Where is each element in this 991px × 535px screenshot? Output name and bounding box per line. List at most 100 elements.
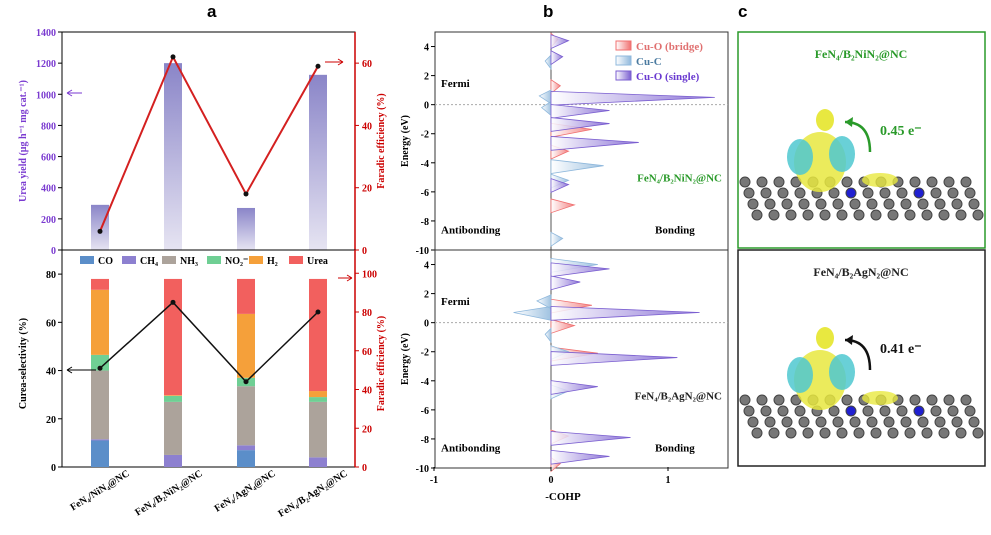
bonding-label: Bonding bbox=[655, 443, 695, 455]
arrow-right-fe bbox=[325, 58, 344, 66]
cohp-peak-cuosingle bbox=[550, 90, 715, 106]
y-tick-label: 400 bbox=[41, 184, 56, 195]
stacked-segment-co bbox=[237, 450, 255, 467]
atom bbox=[751, 427, 763, 439]
y-tick-label: 800 bbox=[41, 121, 56, 132]
y2-tick-label: 0 bbox=[362, 463, 367, 474]
atom bbox=[743, 405, 755, 417]
atom bbox=[964, 405, 976, 417]
legend-label: Cu-C bbox=[636, 56, 662, 68]
y2-tick-label: 60 bbox=[362, 347, 372, 358]
atom bbox=[781, 416, 793, 428]
fe-point bbox=[243, 379, 249, 385]
legend-swatch bbox=[615, 40, 632, 51]
cohp-peak-cuc bbox=[544, 327, 552, 344]
stacked-segment-urea bbox=[91, 278, 109, 290]
atom bbox=[909, 394, 921, 406]
legend-label: H₂ bbox=[267, 256, 278, 267]
atom bbox=[828, 405, 840, 417]
x-tick-label: FeN₄/B₂NiN₂@NC bbox=[133, 468, 204, 518]
antibonding-label: Antibonding bbox=[441, 443, 501, 455]
atom bbox=[896, 187, 908, 199]
x-tick-label: FeN₄/AgN₄@NC bbox=[213, 468, 278, 514]
stacked-segment-ch4 bbox=[237, 445, 255, 451]
atom bbox=[845, 405, 857, 417]
legend-label: Cu-O (bridge) bbox=[636, 41, 703, 53]
atom bbox=[921, 209, 933, 221]
y-tick-label: 0 bbox=[51, 463, 56, 474]
atom bbox=[917, 198, 929, 210]
legend-swatch bbox=[615, 70, 632, 81]
y-tick-label: -6 bbox=[421, 188, 429, 199]
system-label: FeN₄/B₂AgN₂@NC bbox=[635, 391, 722, 403]
fe-point bbox=[170, 299, 176, 305]
cohp-peak-cuobridge bbox=[550, 319, 576, 334]
atom bbox=[943, 176, 955, 188]
y-tick-label: 1400 bbox=[36, 28, 56, 39]
cohp-peak-cuosingle bbox=[550, 431, 631, 446]
atom bbox=[934, 198, 946, 210]
atom bbox=[904, 427, 916, 439]
y-tick-label: 20 bbox=[46, 415, 56, 426]
x-tick-label: 1 bbox=[666, 475, 671, 486]
legend-label: NO₂⁻ bbox=[225, 256, 248, 267]
atom bbox=[921, 427, 933, 439]
atom bbox=[866, 416, 878, 428]
atom bbox=[972, 209, 984, 221]
stacked-segment-h2 bbox=[91, 289, 109, 355]
bar-urea-yield bbox=[237, 207, 255, 250]
legend-label: CH₄ bbox=[140, 256, 158, 267]
panel-label-c: c bbox=[738, 2, 748, 21]
atom bbox=[960, 394, 972, 406]
atom bbox=[849, 198, 861, 210]
structure-title: FeN₄/B₂NiN₂@NC bbox=[815, 47, 908, 61]
atom bbox=[798, 416, 810, 428]
atom bbox=[819, 427, 831, 439]
y-tick-label: 1200 bbox=[36, 59, 56, 70]
fe-point bbox=[315, 309, 321, 315]
atom bbox=[904, 209, 916, 221]
legend-swatch bbox=[162, 256, 176, 264]
cohp-peak-cuc bbox=[536, 294, 552, 310]
atom bbox=[777, 187, 789, 199]
atom bbox=[773, 394, 785, 406]
atom bbox=[900, 416, 912, 428]
stacked-segment-nh3 bbox=[91, 370, 109, 440]
atom bbox=[828, 187, 840, 199]
atom bbox=[947, 187, 959, 199]
stacked-segment-h2 bbox=[309, 391, 327, 398]
atom bbox=[951, 416, 963, 428]
transfer-arrowhead bbox=[845, 117, 853, 127]
atom bbox=[819, 209, 831, 221]
cohp-peak-cuosingle bbox=[550, 449, 610, 465]
cohp-peak-cuosingle bbox=[550, 104, 610, 119]
y-tick-label: 80 bbox=[46, 270, 56, 281]
stacked-segment-urea bbox=[309, 278, 327, 392]
atom bbox=[853, 209, 865, 221]
x-tick-label: FeN₄/NiN₄@NC bbox=[69, 468, 132, 513]
atom bbox=[802, 209, 814, 221]
atom bbox=[883, 416, 895, 428]
atom bbox=[798, 198, 810, 210]
fermi-label: Fermi bbox=[441, 296, 470, 308]
atom bbox=[743, 187, 755, 199]
cohp-frame bbox=[434, 249, 729, 469]
charge-transfer-value: 0.45 e⁻ bbox=[880, 124, 922, 139]
legend-swatch bbox=[207, 256, 221, 264]
atom bbox=[832, 416, 844, 428]
stacked-segment-urea bbox=[237, 278, 255, 314]
atom bbox=[841, 394, 853, 406]
x-tick-label: 0 bbox=[549, 475, 554, 486]
fe-line bbox=[99, 301, 319, 383]
y2-tick-label: 40 bbox=[362, 121, 372, 132]
y-tick-label: -2 bbox=[421, 348, 429, 359]
cohp-peak-cuosingle bbox=[550, 306, 700, 321]
cohp-peak-cuc bbox=[538, 89, 552, 105]
atom bbox=[870, 427, 882, 439]
charge-density-yellow bbox=[816, 109, 834, 131]
bonding-label: Bonding bbox=[655, 225, 695, 237]
atom bbox=[938, 209, 950, 221]
structure-title: FeN₄/B₂AgN₂@NC bbox=[813, 265, 908, 279]
y-tick-label: -10 bbox=[416, 246, 429, 257]
